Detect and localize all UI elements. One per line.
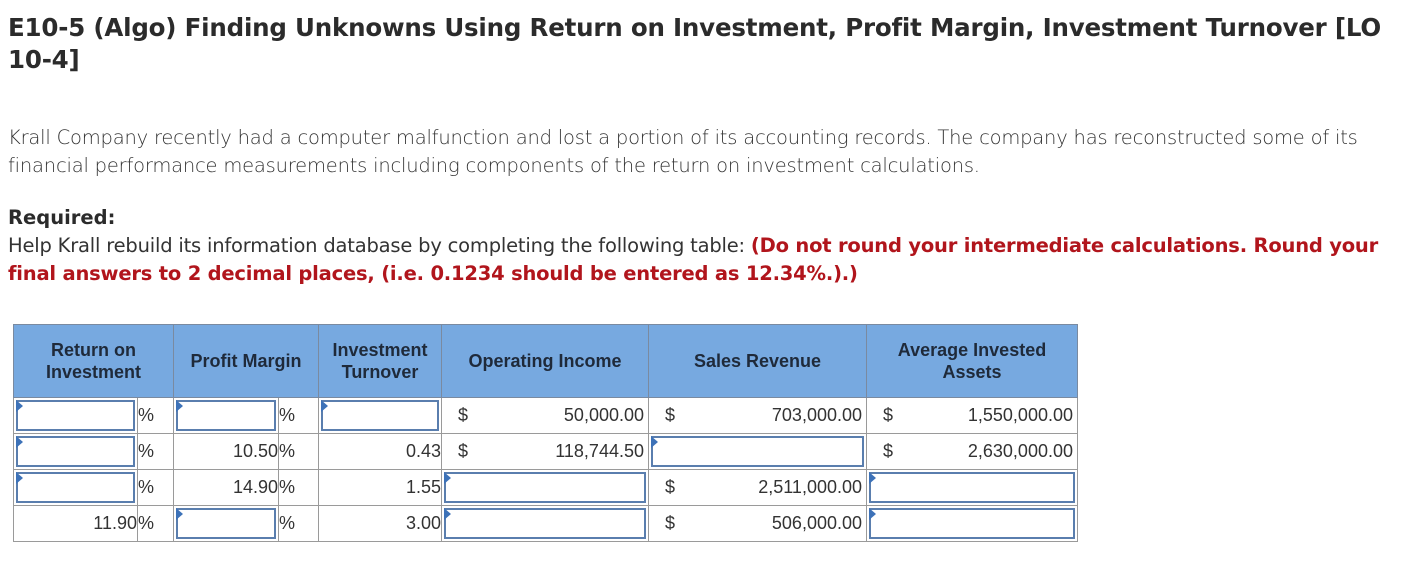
turnover-input-cell[interactable]: [318, 397, 442, 434]
header-operating-income: Operating Income: [441, 324, 649, 398]
roi-input-cell[interactable]: [13, 433, 138, 470]
dollar-sign: $: [883, 405, 894, 425]
avg-assets-value: 1,550,000.00: [967, 405, 1073, 425]
dollar-sign: $: [665, 405, 676, 425]
operating-income-input[interactable]: [444, 508, 646, 539]
rounding-instruction: (Do not round your intermediate calculat…: [8, 234, 1379, 285]
profit-margin-input-cell[interactable]: [173, 505, 279, 542]
sales-revenue-cell: $703,000.00: [648, 397, 867, 434]
header-investment-turnover: Investment Turnover: [318, 324, 442, 398]
roi-value: 11.90: [13, 505, 138, 542]
avg-assets-input-cell[interactable]: [866, 505, 1078, 542]
profit-margin-input[interactable]: [176, 508, 276, 539]
roi-table: Return on Investment Profit Margin Inves…: [13, 324, 1078, 542]
profit-margin-input[interactable]: [176, 400, 276, 431]
header-profit-margin: Profit Margin: [173, 324, 319, 398]
turnover-input[interactable]: [321, 400, 439, 431]
required-text: Help Krall rebuild its information datab…: [8, 232, 1408, 288]
sales-revenue-cell: $2,511,000.00: [648, 469, 867, 506]
roi-input[interactable]: [16, 436, 135, 467]
percent-sign: %: [278, 397, 319, 434]
dollar-sign: $: [458, 441, 469, 461]
intro-paragraph: Krall Company recently had a computer ma…: [8, 126, 1358, 177]
header-sales-revenue: Sales Revenue: [648, 324, 867, 398]
required-body: Help Krall rebuild its information datab…: [8, 234, 751, 257]
roi-input[interactable]: [16, 400, 135, 431]
roi-input-cell[interactable]: [13, 397, 138, 434]
header-return-on-investment: Return on Investment: [13, 324, 174, 398]
page-title: E10-5 (Algo) Finding Unknowns Using Retu…: [8, 13, 1382, 74]
profit-margin-value: 14.90: [173, 469, 279, 506]
avg-assets-input[interactable]: [869, 508, 1075, 539]
avg-assets-input-cell[interactable]: [866, 469, 1078, 506]
operating-income-cell: $50,000.00: [441, 397, 649, 434]
operating-income-input-cell[interactable]: [441, 469, 649, 506]
turnover-value: 0.43: [318, 433, 442, 470]
table-row: 11.90 % % 3.00 $506,000.00: [13, 505, 1078, 542]
roi-input[interactable]: [16, 472, 135, 503]
avg-assets-value: 2,630,000.00: [967, 441, 1073, 461]
dollar-sign: $: [665, 513, 676, 533]
sales-revenue-value: 703,000.00: [771, 405, 862, 425]
header-average-invested-assets: Average Invested Assets: [866, 324, 1078, 398]
sales-revenue-input[interactable]: [651, 436, 864, 467]
turnover-value: 3.00: [318, 505, 442, 542]
percent-sign: %: [137, 505, 174, 542]
operating-income-value: 50,000.00: [563, 405, 644, 425]
dollar-sign: $: [665, 477, 676, 497]
operating-income-input[interactable]: [444, 472, 646, 503]
avg-assets-cell: $2,630,000.00: [866, 433, 1078, 470]
sales-revenue-value: 506,000.00: [771, 513, 862, 533]
dollar-sign: $: [458, 405, 469, 425]
operating-income-cell: $118,744.50: [441, 433, 649, 470]
profit-margin-value: 10.50: [173, 433, 279, 470]
dollar-sign: $: [883, 441, 894, 461]
sales-revenue-input-cell[interactable]: [648, 433, 867, 470]
roi-input-cell[interactable]: [13, 469, 138, 506]
percent-sign: %: [278, 469, 319, 506]
table-row: % % $50,000.00 $703,000.00 $1,550,000.00: [13, 397, 1078, 434]
sales-revenue-cell: $506,000.00: [648, 505, 867, 542]
avg-assets-input[interactable]: [869, 472, 1075, 503]
sales-revenue-value: 2,511,000.00: [758, 477, 862, 497]
profit-margin-input-cell[interactable]: [173, 397, 279, 434]
percent-sign: %: [137, 397, 174, 434]
avg-assets-cell: $1,550,000.00: [866, 397, 1078, 434]
percent-sign: %: [278, 433, 319, 470]
operating-income-value: 118,744.50: [555, 441, 644, 461]
turnover-value: 1.55: [318, 469, 442, 506]
operating-income-input-cell[interactable]: [441, 505, 649, 542]
table-header-row: Return on Investment Profit Margin Inves…: [13, 324, 1078, 398]
percent-sign: %: [137, 433, 174, 470]
table-row: % 14.90 % 1.55 $2,511,000.00: [13, 469, 1078, 506]
required-label: Required:: [8, 206, 116, 229]
percent-sign: %: [278, 505, 319, 542]
percent-sign: %: [137, 469, 174, 506]
table-row: % 10.50 % 0.43 $118,744.50 $2,630,000.00: [13, 433, 1078, 470]
